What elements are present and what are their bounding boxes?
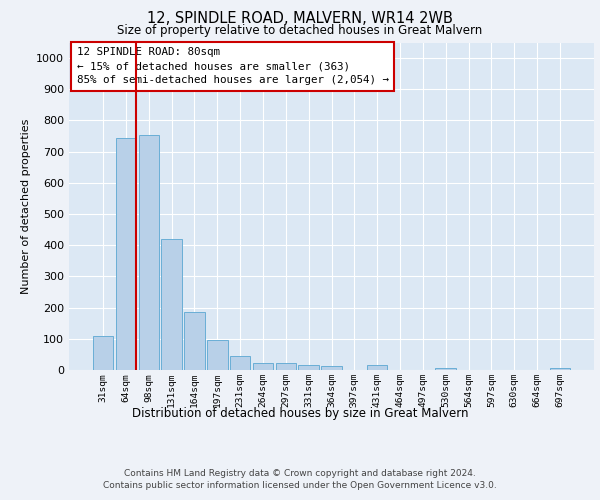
Text: Size of property relative to detached houses in Great Malvern: Size of property relative to detached ho… bbox=[118, 24, 482, 37]
Bar bbox=[321, 366, 342, 370]
Text: Contains HM Land Registry data © Crown copyright and database right 2024.: Contains HM Land Registry data © Crown c… bbox=[124, 469, 476, 478]
Bar bbox=[230, 356, 250, 370]
Bar bbox=[93, 336, 113, 370]
Bar bbox=[184, 312, 205, 370]
Text: 12 SPINDLE ROAD: 80sqm
← 15% of detached houses are smaller (363)
85% of semi-de: 12 SPINDLE ROAD: 80sqm ← 15% of detached… bbox=[77, 48, 389, 86]
Bar bbox=[436, 368, 456, 370]
Bar bbox=[161, 239, 182, 370]
Bar bbox=[275, 363, 296, 370]
Text: 12, SPINDLE ROAD, MALVERN, WR14 2WB: 12, SPINDLE ROAD, MALVERN, WR14 2WB bbox=[147, 11, 453, 26]
Y-axis label: Number of detached properties: Number of detached properties bbox=[20, 118, 31, 294]
Bar bbox=[550, 368, 570, 370]
Text: Distribution of detached houses by size in Great Malvern: Distribution of detached houses by size … bbox=[132, 408, 468, 420]
Text: Contains public sector information licensed under the Open Government Licence v3: Contains public sector information licen… bbox=[103, 481, 497, 490]
Bar bbox=[207, 340, 227, 370]
Bar bbox=[367, 366, 388, 370]
Bar bbox=[139, 134, 159, 370]
Bar bbox=[116, 138, 136, 370]
Bar bbox=[298, 366, 319, 370]
Bar bbox=[253, 363, 273, 370]
